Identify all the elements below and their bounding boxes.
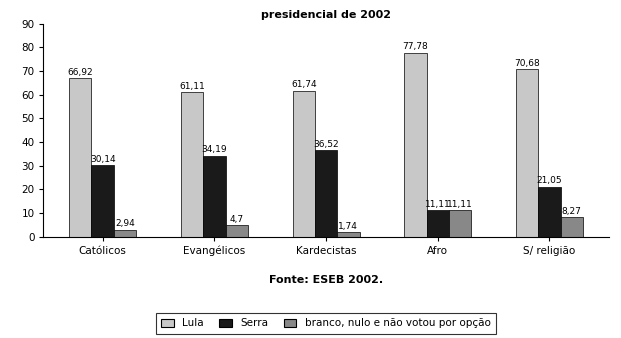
Bar [181, 92, 203, 237]
Bar [538, 187, 561, 237]
Bar [404, 53, 427, 237]
Bar [203, 156, 225, 237]
Text: 61,74: 61,74 [291, 80, 317, 89]
Text: 4,7: 4,7 [230, 215, 243, 224]
Text: Fonte: ESEB 2002.: Fonte: ESEB 2002. [269, 275, 383, 285]
Legend: Lula, Serra, branco, nulo e não votou por opção: Lula, Serra, branco, nulo e não votou po… [156, 313, 496, 334]
Text: 66,92: 66,92 [68, 68, 93, 77]
Text: 34,19: 34,19 [202, 145, 227, 154]
Text: 11,11: 11,11 [447, 200, 473, 209]
Bar [561, 217, 583, 237]
Bar [292, 91, 315, 237]
Bar [427, 210, 449, 237]
Text: 1,74: 1,74 [338, 222, 358, 231]
Bar [315, 150, 337, 237]
Text: 2,94: 2,94 [115, 219, 135, 228]
Text: 36,52: 36,52 [313, 140, 339, 149]
Text: 61,11: 61,11 [179, 81, 205, 91]
Text: 21,05: 21,05 [537, 176, 562, 185]
Bar [225, 225, 248, 237]
Text: 11,11: 11,11 [425, 200, 451, 209]
Text: 70,68: 70,68 [514, 59, 540, 68]
Bar [69, 78, 91, 237]
Title: presidencial de 2002: presidencial de 2002 [261, 10, 391, 20]
Text: 30,14: 30,14 [90, 155, 116, 164]
Bar [114, 230, 136, 237]
Text: 77,78: 77,78 [402, 42, 428, 51]
Bar [91, 165, 114, 237]
Bar [337, 233, 360, 237]
Text: 8,27: 8,27 [562, 207, 582, 216]
Bar [516, 69, 538, 237]
Bar [449, 210, 471, 237]
